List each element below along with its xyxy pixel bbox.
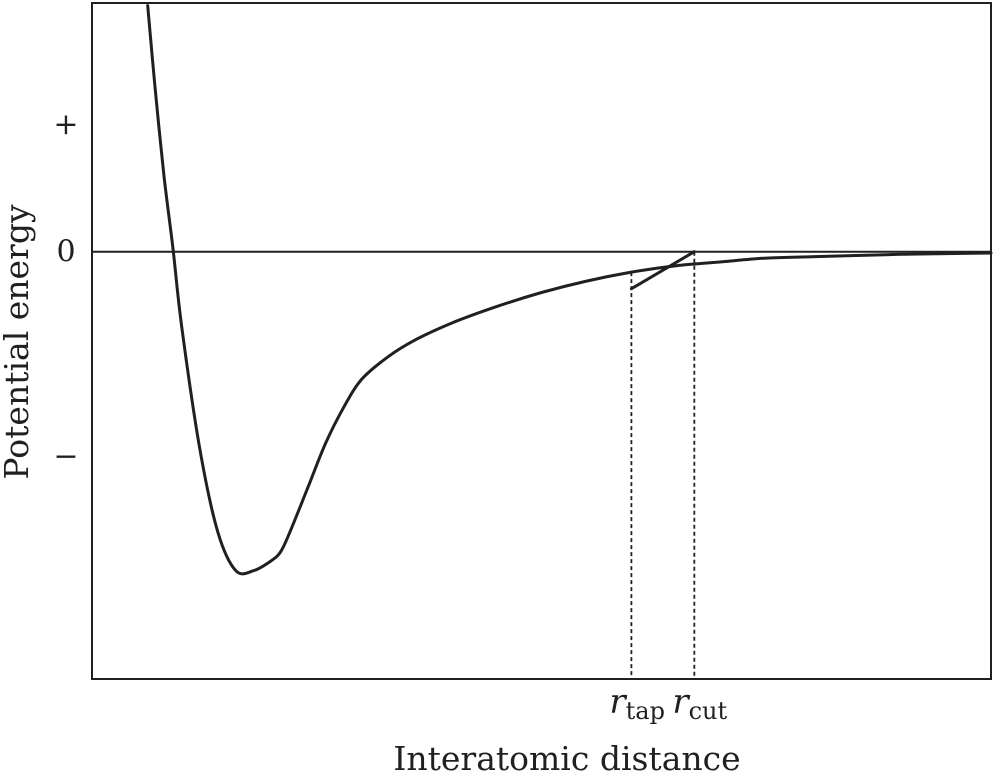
reference-label-tap: rtap [609,682,665,725]
y-axis-label: Potential energy [0,204,36,480]
plot-frame [91,2,992,680]
reference-lines [630,251,696,679]
reference-label-cut: rcut [672,682,727,725]
series-lines [146,4,993,576]
y-tick-label: + [53,107,78,142]
y-tick-labels: +0 − [53,107,78,474]
y-tick-label: 0 [56,235,75,270]
reference-labels: rtap rcut [609,682,727,725]
potential-curve [146,4,993,576]
x-axis-label: Interatomic distance [393,739,740,776]
y-tick-label: − [53,439,78,474]
tapered-segment [629,250,696,291]
